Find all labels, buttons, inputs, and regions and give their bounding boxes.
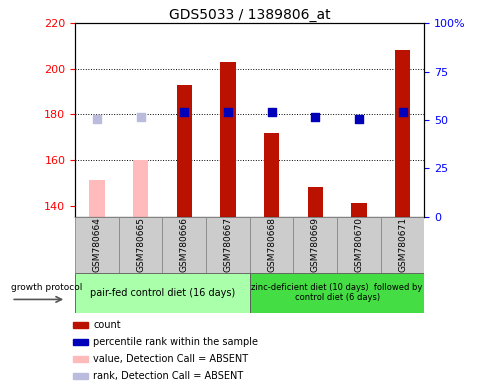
Bar [89,180,105,217]
Point [311,114,318,120]
Bar [119,217,162,273]
Text: zinc-deficient diet (10 days)  followed by
control diet (6 days): zinc-deficient diet (10 days) followed b… [251,283,422,303]
Bar [73,322,88,328]
Bar [73,356,88,362]
Bar [263,132,279,217]
Point [224,109,231,115]
Bar [293,217,336,273]
Text: GSM780664: GSM780664 [92,217,101,272]
Bar [249,273,424,313]
Point [180,109,188,115]
Text: GSM780667: GSM780667 [223,217,232,272]
Text: count: count [93,320,121,330]
Bar [73,372,88,379]
Text: GSM780668: GSM780668 [267,217,275,272]
Bar [75,217,119,273]
Bar [350,203,366,217]
Bar [73,339,88,345]
Bar [162,217,206,273]
Bar [133,160,148,217]
Point [354,116,362,122]
Text: GSM780665: GSM780665 [136,217,145,272]
Bar [206,217,249,273]
Text: rank, Detection Call = ABSENT: rank, Detection Call = ABSENT [93,371,243,381]
Bar [220,62,235,217]
Bar [176,84,192,217]
Point [93,116,101,122]
Text: GSM780669: GSM780669 [310,217,319,272]
Title: GDS5033 / 1389806_at: GDS5033 / 1389806_at [168,8,330,22]
Point [398,109,406,115]
Text: GSM780666: GSM780666 [180,217,188,272]
Bar [394,50,409,217]
Bar [336,217,380,273]
Point [136,114,144,120]
Text: pair-fed control diet (16 days): pair-fed control diet (16 days) [90,288,235,298]
Text: growth protocol: growth protocol [11,283,82,292]
Bar [380,217,424,273]
Bar [75,273,249,313]
Text: value, Detection Call = ABSENT: value, Detection Call = ABSENT [93,354,248,364]
Text: GSM780670: GSM780670 [354,217,363,272]
Text: GSM780671: GSM780671 [397,217,406,272]
Text: percentile rank within the sample: percentile rank within the sample [93,337,257,347]
Point [267,109,275,115]
Bar [249,217,293,273]
Bar [307,187,322,217]
